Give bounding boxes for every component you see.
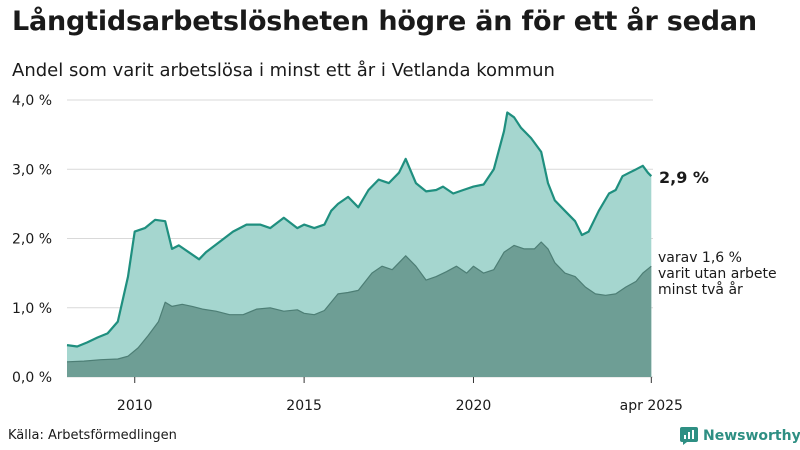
x-tick-label-3: apr 2025 bbox=[620, 398, 683, 414]
x-tick-label-0: 2010 bbox=[117, 398, 153, 414]
x-tick-label-1: 2015 bbox=[286, 398, 322, 414]
source-note: Källa: Arbetsförmedlingen bbox=[8, 428, 177, 443]
brand-logo[interactable]: Newsworthy bbox=[680, 427, 800, 445]
y-tick-label-2: 2,0 % bbox=[12, 232, 52, 248]
series-long-line bbox=[66, 241, 652, 363]
end-label-total: 2,9 % bbox=[659, 168, 709, 187]
y-tick-label-3: 3,0 % bbox=[12, 162, 52, 178]
y-axis: 0,0 % 1,0 % 2,0 % 3,0 % 4,0 % bbox=[12, 93, 52, 386]
chart-title: Långtidsarbetslösheten högre än för ett … bbox=[12, 6, 757, 37]
x-tick-label-2: 2020 bbox=[456, 398, 492, 414]
end-label-long-0: varav 1,6 % bbox=[658, 250, 742, 266]
series-long-area bbox=[67, 242, 652, 377]
end-label-long-1: varit utan arbete bbox=[658, 266, 777, 282]
series-areas bbox=[66, 111, 653, 377]
x-axis: 2010 2015 2020 apr 2025 bbox=[117, 377, 683, 414]
end-label-long-2: minst två år bbox=[658, 281, 743, 298]
y-tick-label-4: 4,0 % bbox=[12, 93, 52, 109]
newsworthy-logo-icon bbox=[680, 427, 698, 445]
chart-subtitle: Andel som varit arbetslösa i minst ett å… bbox=[12, 60, 555, 81]
brand-name: Newsworthy bbox=[703, 428, 800, 444]
y-tick-label-1: 1,0 % bbox=[12, 301, 52, 317]
y-tick-label-0: 0,0 % bbox=[12, 370, 52, 386]
series-total-line bbox=[66, 111, 653, 348]
